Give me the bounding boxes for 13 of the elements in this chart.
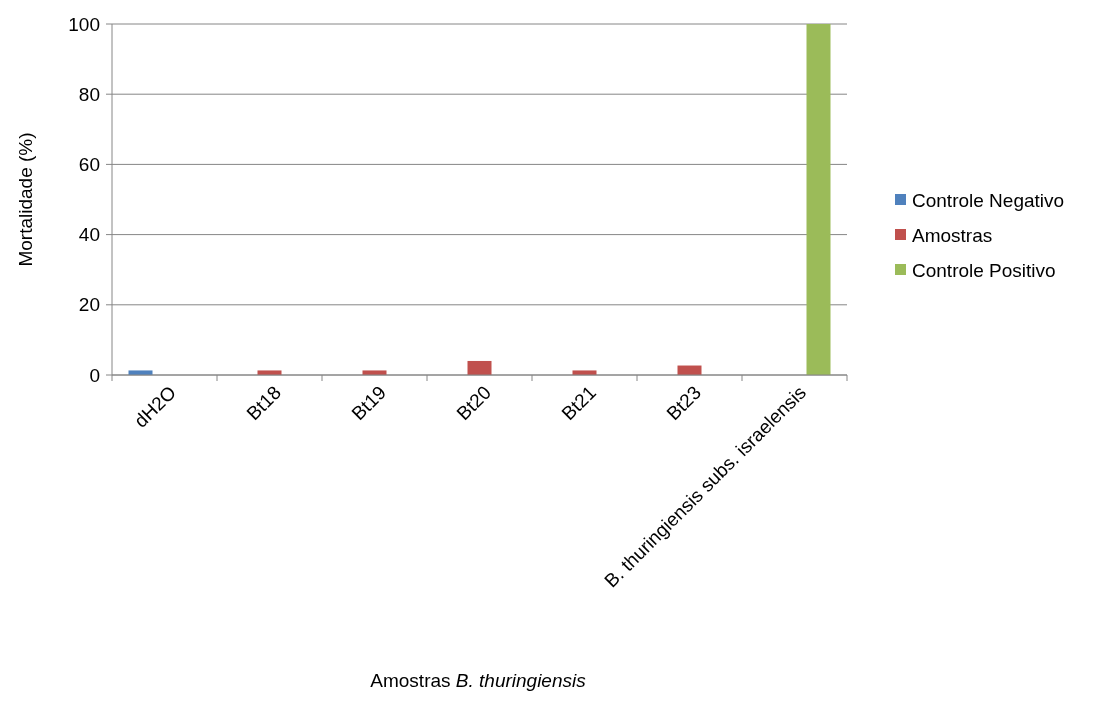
bar: [806, 24, 831, 375]
y-tick-label: 0: [89, 364, 100, 386]
y-tick-label: 60: [78, 154, 100, 176]
bar: [467, 360, 492, 375]
legend-label: Controle Positivo: [912, 259, 1056, 281]
y-tick-label: 100: [68, 13, 100, 35]
y-tick-label: 40: [78, 224, 100, 246]
legend-label: Controle Negativo: [912, 189, 1065, 211]
y-tick-label: 80: [78, 83, 100, 105]
legend-label: Amostras: [912, 224, 993, 246]
x-axis-title: Amostras B. thuringiensis: [370, 670, 587, 691]
y-axis-title: Mortalidade (%): [15, 132, 36, 267]
y-tick-label: 20: [78, 294, 100, 316]
